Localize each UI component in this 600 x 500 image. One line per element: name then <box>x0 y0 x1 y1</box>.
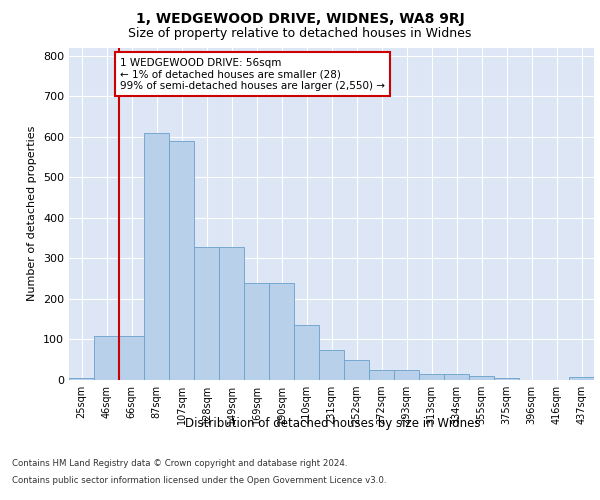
Bar <box>144 132 169 380</box>
Bar <box>444 374 469 380</box>
Bar <box>369 370 394 380</box>
Text: Contains HM Land Registry data © Crown copyright and database right 2024.: Contains HM Land Registry data © Crown c… <box>12 458 347 468</box>
Y-axis label: Number of detached properties: Number of detached properties <box>28 126 37 302</box>
Bar <box>269 284 294 380</box>
Text: 1, WEDGEWOOD DRIVE, WIDNES, WA8 9RJ: 1, WEDGEWOOD DRIVE, WIDNES, WA8 9RJ <box>136 12 464 26</box>
Bar <box>119 336 144 380</box>
Bar <box>194 247 219 380</box>
Bar <box>319 350 344 380</box>
Bar <box>469 376 494 380</box>
Bar <box>294 326 319 380</box>
Text: Size of property relative to detached houses in Widnes: Size of property relative to detached ho… <box>128 28 472 40</box>
Text: Distribution of detached houses by size in Widnes: Distribution of detached houses by size … <box>185 418 481 430</box>
Bar <box>344 360 369 380</box>
Bar <box>169 141 194 380</box>
Bar <box>94 336 119 380</box>
Bar <box>494 378 519 380</box>
Bar <box>419 374 444 380</box>
Bar <box>394 370 419 380</box>
Bar <box>219 247 244 380</box>
Bar <box>69 378 94 380</box>
Bar <box>244 284 269 380</box>
Text: 1 WEDGEWOOD DRIVE: 56sqm
← 1% of detached houses are smaller (28)
99% of semi-de: 1 WEDGEWOOD DRIVE: 56sqm ← 1% of detache… <box>120 58 385 91</box>
Bar <box>569 377 594 380</box>
Text: Contains public sector information licensed under the Open Government Licence v3: Contains public sector information licen… <box>12 476 386 485</box>
